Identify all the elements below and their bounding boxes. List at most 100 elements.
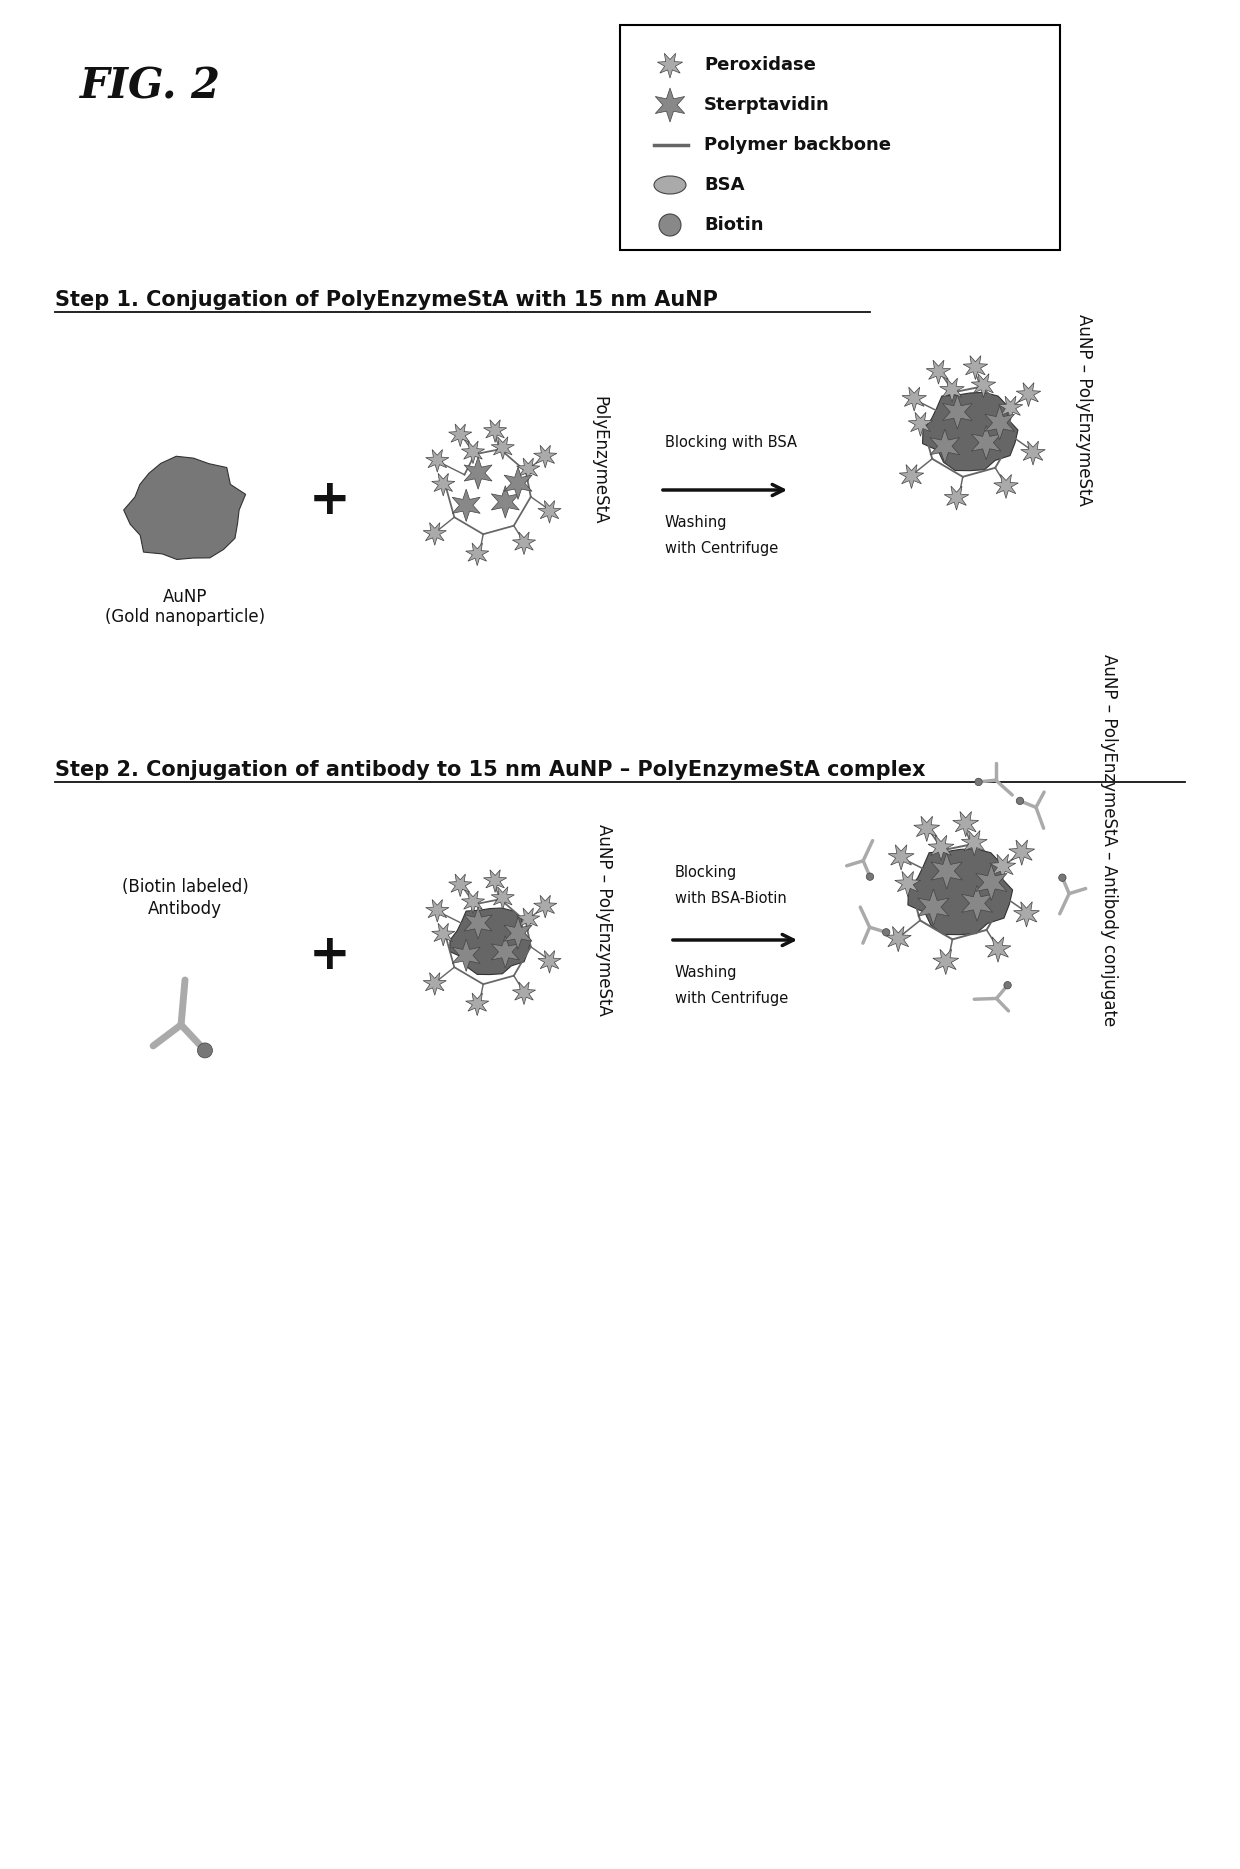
Polygon shape	[453, 938, 480, 972]
Polygon shape	[888, 845, 914, 871]
Polygon shape	[491, 486, 520, 518]
Text: (Gold nanoparticle): (Gold nanoparticle)	[105, 607, 265, 626]
Polygon shape	[464, 906, 492, 938]
Polygon shape	[655, 88, 684, 121]
Polygon shape	[998, 396, 1023, 421]
Ellipse shape	[653, 176, 686, 194]
Polygon shape	[971, 374, 996, 398]
Polygon shape	[908, 849, 1013, 934]
Polygon shape	[931, 852, 962, 890]
Circle shape	[1059, 875, 1066, 882]
Polygon shape	[423, 972, 446, 996]
Polygon shape	[491, 886, 515, 910]
Text: with BSA-Biotin: with BSA-Biotin	[675, 890, 786, 905]
Text: with Centrifuge: with Centrifuge	[665, 540, 779, 555]
Polygon shape	[985, 406, 1014, 439]
Text: Washing: Washing	[665, 514, 728, 529]
Polygon shape	[432, 473, 455, 495]
Polygon shape	[918, 890, 949, 925]
Text: Blocking with BSA: Blocking with BSA	[665, 434, 797, 450]
Text: Washing: Washing	[675, 964, 738, 979]
Polygon shape	[464, 456, 492, 490]
Text: AuNP: AuNP	[162, 589, 207, 606]
Polygon shape	[952, 811, 978, 837]
Text: Antibody: Antibody	[148, 901, 222, 918]
FancyBboxPatch shape	[620, 24, 1060, 250]
Polygon shape	[432, 923, 455, 946]
Polygon shape	[449, 424, 472, 447]
Polygon shape	[538, 501, 562, 523]
Text: Sterptavidin: Sterptavidin	[704, 95, 830, 114]
Polygon shape	[885, 927, 911, 951]
Text: with Centrifuge: with Centrifuge	[675, 991, 789, 1006]
Polygon shape	[512, 533, 536, 555]
Circle shape	[867, 873, 874, 880]
Text: FIG. 2: FIG. 2	[81, 65, 221, 107]
Polygon shape	[657, 54, 683, 78]
Polygon shape	[990, 854, 1016, 880]
Polygon shape	[505, 918, 532, 949]
Polygon shape	[993, 475, 1018, 499]
Polygon shape	[930, 430, 960, 464]
Polygon shape	[512, 981, 536, 1006]
Circle shape	[1004, 981, 1012, 989]
Polygon shape	[450, 908, 531, 974]
Polygon shape	[1017, 383, 1040, 407]
Text: Polymer backbone: Polymer backbone	[704, 136, 892, 153]
Polygon shape	[423, 523, 446, 546]
Text: (Biotin labeled): (Biotin labeled)	[122, 878, 248, 895]
Polygon shape	[944, 486, 968, 510]
Polygon shape	[484, 421, 507, 443]
Text: Step 2. Conjugation of antibody to 15 nm AuNP – PolyEnzymeStA complex: Step 2. Conjugation of antibody to 15 nm…	[55, 761, 925, 779]
Circle shape	[883, 929, 890, 936]
Polygon shape	[908, 413, 932, 435]
Polygon shape	[932, 949, 959, 974]
Text: +: +	[309, 931, 351, 979]
Polygon shape	[961, 830, 987, 856]
Polygon shape	[449, 875, 472, 897]
Circle shape	[197, 1043, 212, 1058]
Polygon shape	[942, 394, 972, 430]
Polygon shape	[1013, 901, 1039, 927]
Polygon shape	[425, 450, 449, 473]
Polygon shape	[923, 392, 1018, 471]
Polygon shape	[461, 441, 485, 464]
Circle shape	[1017, 798, 1024, 804]
Polygon shape	[533, 895, 557, 918]
Text: Biotin: Biotin	[704, 217, 764, 234]
Text: AuNP – PolyEnzymeStA: AuNP – PolyEnzymeStA	[595, 824, 613, 1017]
Text: Blocking: Blocking	[675, 865, 738, 880]
Text: +: +	[309, 477, 351, 523]
Polygon shape	[538, 951, 562, 974]
Polygon shape	[453, 490, 480, 521]
Polygon shape	[914, 817, 940, 841]
Text: Step 1. Conjugation of PolyEnzymeStA with 15 nm AuNP: Step 1. Conjugation of PolyEnzymeStA wit…	[55, 290, 718, 310]
Polygon shape	[425, 899, 449, 921]
Polygon shape	[491, 437, 515, 460]
Polygon shape	[517, 458, 539, 480]
Polygon shape	[466, 992, 489, 1015]
Polygon shape	[517, 908, 539, 931]
Polygon shape	[961, 886, 993, 921]
Polygon shape	[491, 936, 520, 968]
Text: PolyEnzymeStA: PolyEnzymeStA	[590, 396, 608, 523]
Polygon shape	[895, 871, 921, 897]
Polygon shape	[985, 936, 1011, 963]
Polygon shape	[533, 445, 557, 467]
Polygon shape	[901, 387, 926, 411]
Polygon shape	[971, 426, 1001, 460]
Text: BSA: BSA	[704, 176, 744, 194]
Text: Peroxidase: Peroxidase	[704, 56, 816, 75]
Polygon shape	[466, 544, 489, 566]
Text: AuNP – PolyEnzymeStA – Antibody conjugate: AuNP – PolyEnzymeStA – Antibody conjugat…	[1100, 654, 1118, 1026]
Polygon shape	[940, 378, 965, 402]
Polygon shape	[505, 467, 532, 499]
Circle shape	[975, 778, 982, 785]
Circle shape	[658, 213, 681, 235]
Polygon shape	[899, 465, 924, 488]
Polygon shape	[1009, 839, 1034, 865]
Polygon shape	[928, 835, 954, 860]
Polygon shape	[461, 892, 485, 914]
Polygon shape	[963, 355, 988, 379]
Polygon shape	[1021, 441, 1045, 465]
